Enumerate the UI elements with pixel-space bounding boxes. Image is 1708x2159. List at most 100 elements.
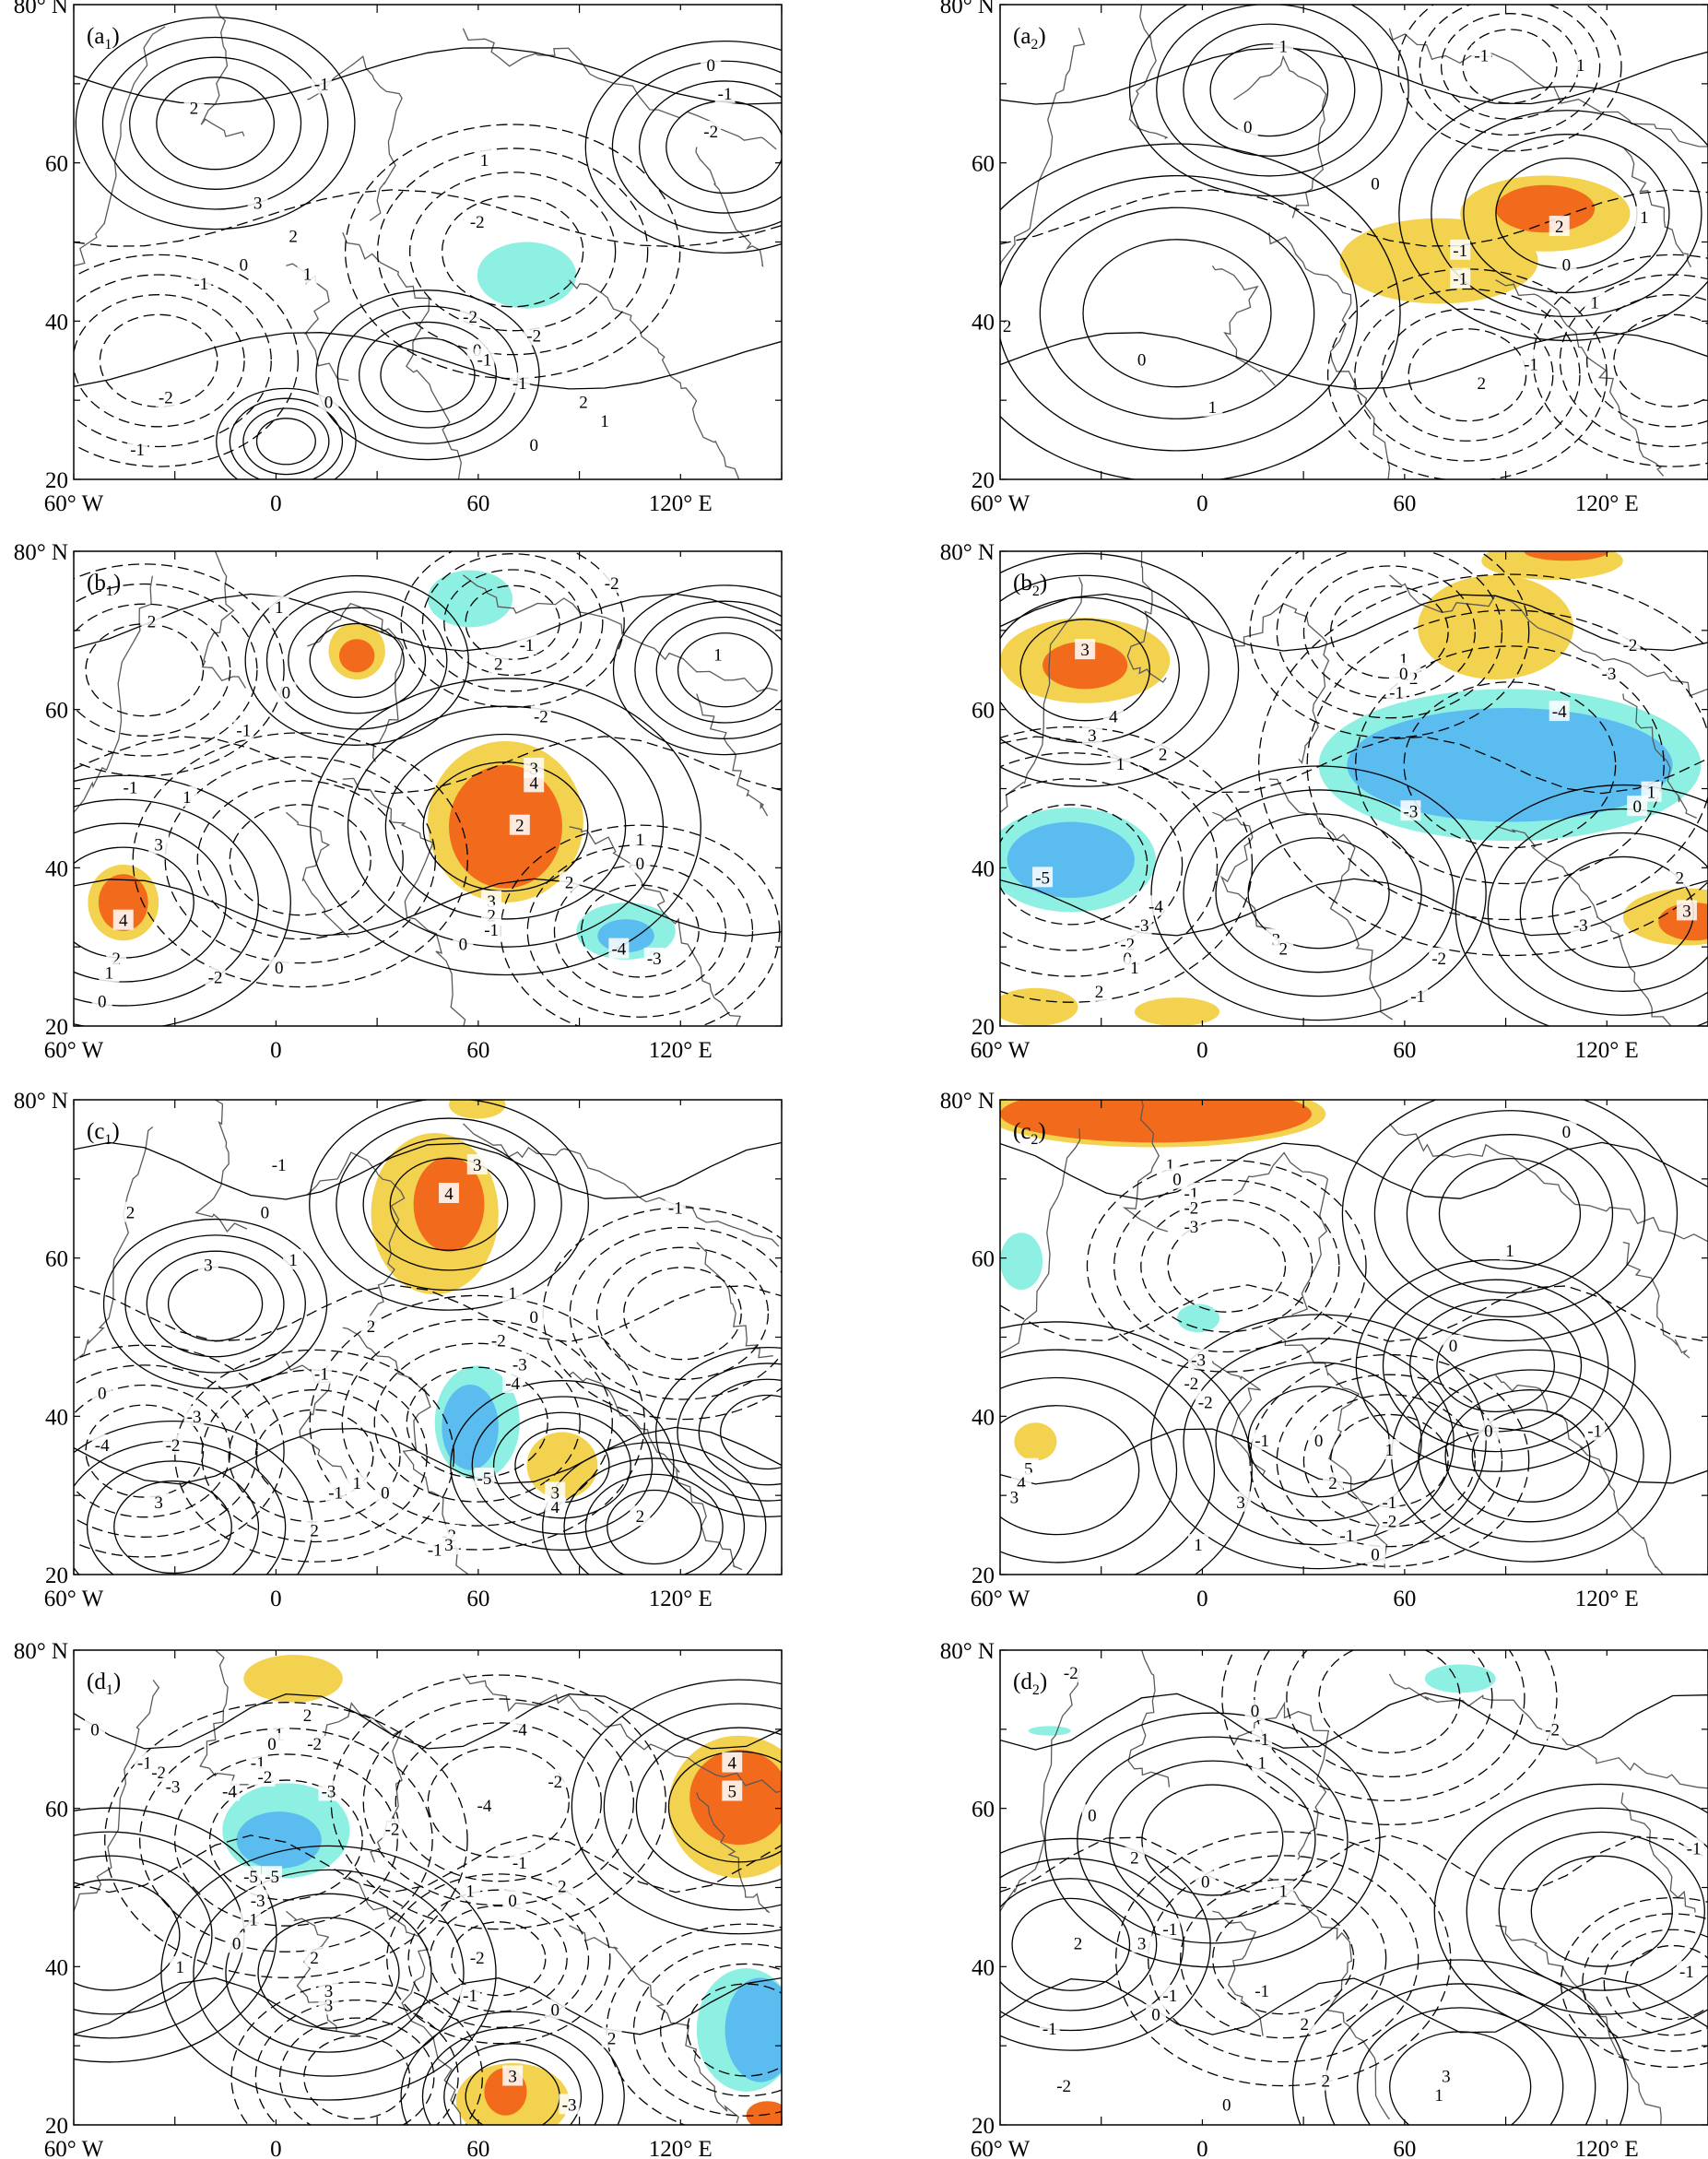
shaded-region (1134, 997, 1220, 1026)
contour-line (1462, 29, 1558, 104)
contour-line (1438, 1158, 1582, 1270)
contour-label: 1 (1166, 1156, 1175, 1175)
shaded-region (243, 1655, 343, 1703)
contour-label-bg (155, 386, 176, 407)
contour-label-bg (382, 1818, 403, 1839)
contour-line (362, 1698, 634, 1906)
contour-label-bg (1478, 1420, 1499, 1441)
coastline (200, 5, 245, 137)
contour-label: 0 (1562, 1123, 1572, 1142)
coastlines (1000, 1100, 1708, 1575)
axis-ticks (999, 4, 1708, 480)
coastline (1622, 147, 1692, 268)
shaded-region (1418, 574, 1574, 680)
contour-label: 1 (1278, 37, 1288, 56)
contour-line (1141, 1784, 1284, 1896)
contour-label: 1 (1278, 1882, 1288, 1902)
contour-label-bg (509, 1851, 530, 1872)
contour-label: -2 (1545, 1721, 1560, 1740)
contour-line (244, 574, 469, 746)
contour-label: 2 (367, 1317, 376, 1337)
contour-label: -3 (1191, 1351, 1206, 1370)
contour-label: -1 (1453, 242, 1467, 261)
contour-lines (1000, 1100, 1708, 1575)
contour-label: 3 (1137, 1934, 1147, 1953)
lon-labels: 60° W 0 60 120° E (44, 2137, 713, 2159)
contour-label-bg (524, 1305, 545, 1327)
contour-line (1530, 1855, 1673, 1967)
contour-lines (74, 551, 782, 1026)
contour-line (1341, 1100, 1679, 1342)
lat-label: 20 (972, 468, 995, 493)
contour-label: 3 (473, 1156, 482, 1175)
contour-line (1559, 274, 1708, 448)
contour-label: 4 (529, 773, 538, 793)
contour-label: 1 (1434, 2086, 1443, 2106)
contour-label-bg (1521, 353, 1541, 374)
contour-label: 3 (550, 1483, 560, 1503)
shaded-region (449, 1100, 506, 1119)
lat-label: 60 (972, 1798, 995, 1823)
contour-label: -1 (1339, 1527, 1354, 1546)
contour-label-bg (347, 1472, 368, 1493)
lon-label: 120° E (649, 1038, 713, 1063)
contour-line (595, 1246, 770, 1380)
contour-line (315, 289, 540, 461)
contour-line (132, 732, 468, 988)
contour-label-bg (460, 1880, 481, 1901)
coastline (74, 26, 166, 266)
contour-label: -4 (95, 1436, 110, 1456)
contour-line (635, 1727, 782, 1887)
coastline (695, 147, 764, 267)
contour-label-bg (1676, 1961, 1697, 1982)
contour-label-bg (262, 1866, 283, 1887)
contour-label-bg (1273, 1880, 1294, 1901)
contour-label: -3 (166, 1777, 181, 1797)
contour-label: -2 (491, 1332, 506, 1351)
lon-labels: 60° W 0 60 120° E (971, 491, 1639, 516)
contour-label-bg (1181, 1197, 1202, 1218)
lat-label: 80° N (940, 1639, 995, 1664)
contour-line (1082, 239, 1272, 388)
contour-line (607, 1489, 702, 1565)
contour-label-bg (474, 348, 495, 370)
shaded-region (428, 570, 513, 628)
axis-ticks (73, 1099, 783, 1575)
contour-label: -4 (222, 1783, 237, 1802)
contour-label-bg (233, 254, 254, 275)
contour-line (1019, 619, 1150, 722)
lon-label: 0 (270, 1587, 282, 1611)
contour-label: -1 (1162, 1987, 1177, 2006)
contour-line (1519, 832, 1708, 992)
contour-line (74, 1855, 213, 2015)
contour-line (74, 563, 285, 777)
contour-line (309, 1294, 645, 1551)
contour-label-bg (360, 1315, 382, 1337)
contour-label-bg (1499, 1239, 1520, 1260)
shaded-region (746, 2101, 782, 2125)
lon-labels: 60° W 0 60 120° E (44, 491, 713, 516)
contour-label: 1 (1257, 1754, 1266, 1774)
contour-label: 2 (1278, 940, 1288, 960)
contour-line (373, 1342, 581, 1503)
contour-line (124, 1234, 306, 1374)
contour-label-bg (466, 210, 488, 231)
contour-label: 4 (444, 1185, 454, 1204)
contour-line (1212, 1903, 1355, 2015)
contour-line (443, 569, 583, 677)
contour-label-bg (1429, 947, 1450, 968)
contour-label-bg (1471, 372, 1492, 393)
contour-line (174, 1349, 455, 1563)
contour-line (74, 1835, 782, 1894)
contour-label: -1 (314, 76, 329, 95)
contour-label-bg (1181, 1216, 1202, 1237)
contour-label-bg (1471, 44, 1492, 65)
contour-label: 3 (444, 1536, 454, 1555)
contour-label-bg (439, 1534, 460, 1555)
contour-line (99, 313, 218, 407)
contour-label-bg (1181, 1373, 1202, 1393)
contour-label-bg (1379, 1439, 1400, 1460)
contour-label: 3 (154, 1493, 163, 1513)
contour-line (1000, 189, 1708, 247)
contour-label: 2 (1328, 1474, 1337, 1493)
